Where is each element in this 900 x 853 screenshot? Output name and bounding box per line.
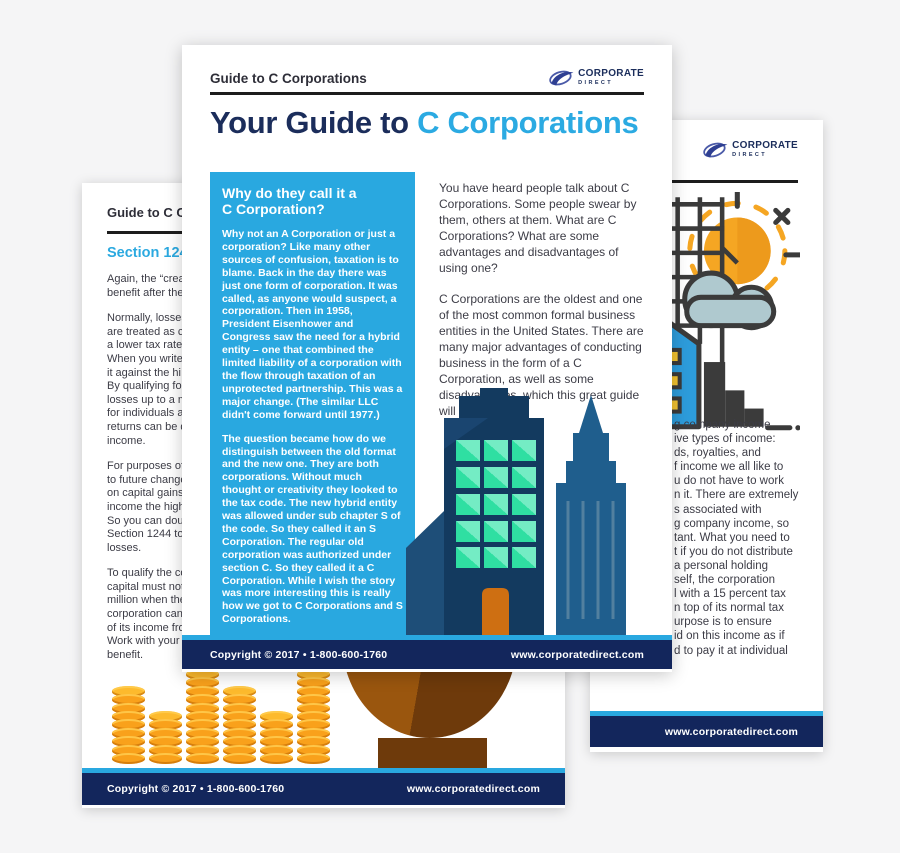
footer-accent-stripe	[182, 635, 672, 640]
callout-box: Why do they call it a C Corporation? Why…	[210, 172, 415, 635]
coin-stack	[112, 685, 145, 764]
paragraph: You have heard people talk about C Corpo…	[439, 181, 637, 275]
footer-bar: Copyright © 2017 • 1-800-600-1760 www.co…	[82, 773, 565, 805]
footer-website: www.corporatedirect.com	[664, 725, 798, 738]
footer-accent-stripe	[82, 768, 565, 773]
corporate-direct-swoosh-icon	[703, 142, 728, 158]
coin-stack	[223, 685, 256, 764]
title-dark-part: Your Guide to	[210, 105, 418, 140]
page-title: Your Guide to C Corporations	[210, 105, 639, 141]
paragraph: Again, the “crea benefit after the	[107, 273, 185, 299]
callout-heading: Why do they call it a C Corporation?	[222, 185, 357, 217]
page-header-label: Guide to C Cor	[107, 205, 199, 220]
logo-text: CORPORATE DIRECT	[732, 140, 798, 159]
logo-text: CORPORATE DIRECT	[578, 68, 644, 87]
intro-text-column: You have heard people talk about C Corpo…	[439, 180, 646, 434]
coin-stack	[149, 710, 182, 764]
section-heading: Section 1244	[107, 245, 196, 261]
header-rule	[615, 180, 798, 183]
header-rule	[210, 92, 644, 95]
corporate-direct-logo: CORPORATE DIRECT	[548, 68, 644, 88]
footer-bar: www.corporatedirect.com	[590, 716, 823, 747]
footer-copyright: Copyright © 2017 • 1-800-600-1760	[210, 648, 388, 661]
page-header-label: Guide to C Corporations	[210, 70, 367, 86]
corporate-direct-logo: CORPORATE DIRECT	[702, 140, 798, 160]
callout-paragraph: Why not an A Corporation or just a corpo…	[222, 228, 403, 421]
callout-paragraph: The question became how do we distinguis…	[222, 432, 403, 626]
vase-pedestal	[378, 738, 487, 769]
corporate-direct-swoosh-icon	[549, 70, 574, 86]
coin-stack	[297, 668, 330, 764]
coin-stack	[186, 668, 219, 764]
page-header: Guide to C Corporations CORPORATE DIRECT	[210, 63, 644, 93]
coin-stacks-illustration	[112, 668, 330, 764]
paragraph: Normally, losses are treated as ca a low…	[107, 312, 190, 447]
footer-copyright: Copyright © 2017 • 1-800-600-1760	[107, 783, 285, 795]
coin-stack	[260, 710, 293, 764]
footer-website: www.corporatedirect.com	[406, 783, 540, 795]
footer-accent-stripe	[590, 711, 823, 716]
city-buildings-illustration	[406, 388, 626, 635]
footer-website: www.corporatedirect.com	[510, 648, 644, 661]
footer-bar: Copyright © 2017 • 1-800-600-1760 www.co…	[182, 640, 672, 669]
front-flyer-page: Guide to C Corporations CORPORATE DIRECT…	[182, 45, 672, 672]
body-text-column: g company income ive types of income: ds…	[674, 419, 799, 657]
title-accent-part: C Corporations	[417, 105, 639, 140]
body-text-column: Again, the “crea benefit after the Norma…	[107, 273, 277, 674]
paragraph: For purposes of to future change on capi…	[107, 460, 190, 554]
paragraph: To qualify the co capital must not milli…	[107, 567, 191, 661]
